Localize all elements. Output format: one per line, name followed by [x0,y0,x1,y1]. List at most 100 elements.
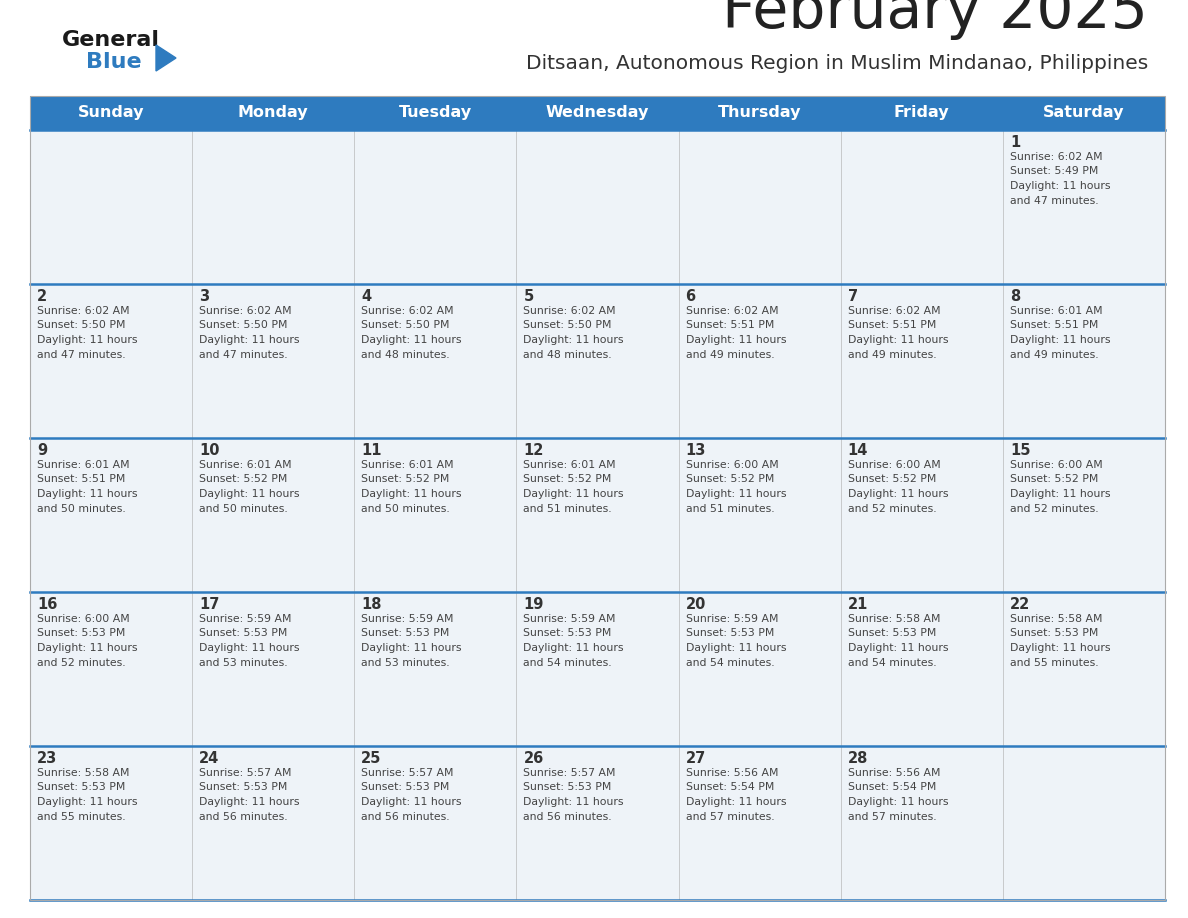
Text: and 53 minutes.: and 53 minutes. [200,657,287,667]
Text: Sunset: 5:51 PM: Sunset: 5:51 PM [848,320,936,330]
Text: 7: 7 [848,289,858,304]
Text: and 52 minutes.: and 52 minutes. [37,657,126,667]
Text: Sunset: 5:50 PM: Sunset: 5:50 PM [37,320,126,330]
Text: 21: 21 [848,597,868,612]
Text: Sunrise: 6:01 AM: Sunrise: 6:01 AM [524,460,617,470]
Text: Sunset: 5:52 PM: Sunset: 5:52 PM [361,475,450,485]
Text: and 52 minutes.: and 52 minutes. [1010,503,1099,513]
Text: 10: 10 [200,443,220,458]
Text: and 47 minutes.: and 47 minutes. [1010,196,1099,206]
Text: and 47 minutes.: and 47 minutes. [37,350,126,360]
Text: Daylight: 11 hours: Daylight: 11 hours [361,797,462,807]
Text: and 54 minutes.: and 54 minutes. [848,657,936,667]
Text: Sunset: 5:53 PM: Sunset: 5:53 PM [361,782,450,792]
Text: Daylight: 11 hours: Daylight: 11 hours [200,797,299,807]
Text: General: General [62,30,160,50]
Text: 3: 3 [200,289,209,304]
Bar [30,130,1165,284]
Text: Wednesday: Wednesday [545,106,649,120]
Text: and 57 minutes.: and 57 minutes. [848,812,936,822]
Text: Daylight: 11 hours: Daylight: 11 hours [524,335,624,345]
Text: Sunset: 5:53 PM: Sunset: 5:53 PM [524,782,612,792]
Text: Sunrise: 5:59 AM: Sunrise: 5:59 AM [361,614,454,624]
Text: Sunset: 5:50 PM: Sunset: 5:50 PM [361,320,450,330]
Text: Daylight: 11 hours: Daylight: 11 hours [848,489,948,499]
Text: Daylight: 11 hours: Daylight: 11 hours [1010,489,1111,499]
Text: Daylight: 11 hours: Daylight: 11 hours [1010,643,1111,653]
Text: 1: 1 [1010,135,1020,150]
Text: Daylight: 11 hours: Daylight: 11 hours [361,335,462,345]
Text: Sunrise: 6:02 AM: Sunrise: 6:02 AM [200,306,292,316]
Text: and 56 minutes.: and 56 minutes. [361,812,450,822]
Text: Sunrise: 5:57 AM: Sunrise: 5:57 AM [524,768,615,778]
Text: Daylight: 11 hours: Daylight: 11 hours [524,797,624,807]
Text: Daylight: 11 hours: Daylight: 11 hours [848,643,948,653]
Text: and 49 minutes.: and 49 minutes. [1010,350,1099,360]
Text: 8: 8 [1010,289,1020,304]
Text: and 48 minutes.: and 48 minutes. [361,350,450,360]
Text: Saturday: Saturday [1043,106,1125,120]
Text: Sunrise: 5:58 AM: Sunrise: 5:58 AM [1010,614,1102,624]
Text: Sunset: 5:53 PM: Sunset: 5:53 PM [848,629,936,639]
Text: 16: 16 [37,597,57,612]
Text: Sunset: 5:53 PM: Sunset: 5:53 PM [524,629,612,639]
Text: Daylight: 11 hours: Daylight: 11 hours [37,335,138,345]
Text: Sunset: 5:52 PM: Sunset: 5:52 PM [685,475,773,485]
Polygon shape [156,45,176,71]
Text: Sunset: 5:54 PM: Sunset: 5:54 PM [685,782,773,792]
Text: Daylight: 11 hours: Daylight: 11 hours [524,643,624,653]
Text: 5: 5 [524,289,533,304]
Text: Sunset: 5:53 PM: Sunset: 5:53 PM [1010,629,1098,639]
Bar [30,96,1165,130]
Text: Sunrise: 5:58 AM: Sunrise: 5:58 AM [848,614,940,624]
Text: Ditsaan, Autonomous Region in Muslim Mindanao, Philippines: Ditsaan, Autonomous Region in Muslim Min… [526,54,1148,73]
Text: Sunrise: 5:57 AM: Sunrise: 5:57 AM [361,768,454,778]
Text: Sunset: 5:52 PM: Sunset: 5:52 PM [524,475,612,485]
Text: and 51 minutes.: and 51 minutes. [685,503,775,513]
Text: Sunrise: 5:56 AM: Sunrise: 5:56 AM [848,768,940,778]
Text: 28: 28 [848,751,868,766]
Text: and 48 minutes.: and 48 minutes. [524,350,612,360]
Text: and 50 minutes.: and 50 minutes. [37,503,126,513]
Text: Sunrise: 5:59 AM: Sunrise: 5:59 AM [524,614,615,624]
Text: 18: 18 [361,597,381,612]
Text: Blue: Blue [86,52,141,72]
Text: Sunset: 5:50 PM: Sunset: 5:50 PM [200,320,287,330]
Text: Sunrise: 5:59 AM: Sunrise: 5:59 AM [685,614,778,624]
Bar [30,96,1165,900]
Text: Sunrise: 6:01 AM: Sunrise: 6:01 AM [1010,306,1102,316]
Text: Daylight: 11 hours: Daylight: 11 hours [685,643,786,653]
Text: Monday: Monday [238,106,309,120]
Text: 11: 11 [361,443,381,458]
Text: Sunday: Sunday [78,106,144,120]
Text: 14: 14 [848,443,868,458]
Text: 12: 12 [524,443,544,458]
Text: Daylight: 11 hours: Daylight: 11 hours [361,489,462,499]
Text: February 2025: February 2025 [722,0,1148,40]
Text: and 53 minutes.: and 53 minutes. [361,657,450,667]
Text: and 49 minutes.: and 49 minutes. [685,350,775,360]
Text: Sunrise: 5:59 AM: Sunrise: 5:59 AM [200,614,291,624]
Text: Sunrise: 5:56 AM: Sunrise: 5:56 AM [685,768,778,778]
Text: 15: 15 [1010,443,1030,458]
Text: 19: 19 [524,597,544,612]
Text: Sunset: 5:53 PM: Sunset: 5:53 PM [37,629,126,639]
Text: 25: 25 [361,751,381,766]
Text: Sunrise: 6:02 AM: Sunrise: 6:02 AM [848,306,941,316]
Text: and 47 minutes.: and 47 minutes. [200,350,287,360]
Text: Daylight: 11 hours: Daylight: 11 hours [848,797,948,807]
Text: Sunrise: 6:02 AM: Sunrise: 6:02 AM [37,306,129,316]
Text: and 56 minutes.: and 56 minutes. [524,812,612,822]
Text: and 52 minutes.: and 52 minutes. [848,503,936,513]
Text: 23: 23 [37,751,57,766]
Text: Sunrise: 6:01 AM: Sunrise: 6:01 AM [37,460,129,470]
Text: Sunrise: 6:02 AM: Sunrise: 6:02 AM [361,306,454,316]
Text: Sunrise: 5:57 AM: Sunrise: 5:57 AM [200,768,291,778]
Text: Sunrise: 6:00 AM: Sunrise: 6:00 AM [685,460,778,470]
Text: and 50 minutes.: and 50 minutes. [200,503,287,513]
Text: Sunrise: 6:00 AM: Sunrise: 6:00 AM [848,460,941,470]
Text: Friday: Friday [895,106,949,120]
Text: and 57 minutes.: and 57 minutes. [685,812,775,822]
Text: 27: 27 [685,751,706,766]
Text: Sunrise: 6:00 AM: Sunrise: 6:00 AM [37,614,129,624]
